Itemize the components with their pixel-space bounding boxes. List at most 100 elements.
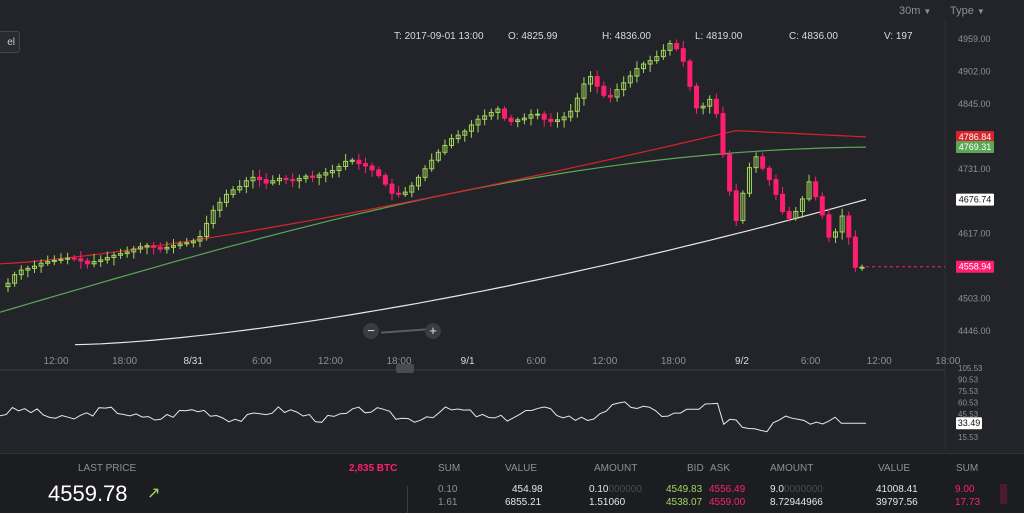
candle-body — [124, 251, 130, 255]
zoom-out-button[interactable]: − — [363, 323, 379, 339]
ohlc-low: L: 4819.00 — [695, 31, 743, 42]
left-panel-button[interactable]: el — [0, 31, 20, 53]
indicator-tick-label: 45.53 — [958, 410, 979, 419]
candle-body — [382, 175, 388, 185]
candle-body — [58, 258, 64, 261]
candle-body — [508, 117, 514, 123]
candle-body — [680, 48, 686, 62]
candle-body — [5, 282, 11, 288]
x-tick-label: 12:00 — [867, 356, 892, 367]
candle-body — [18, 269, 24, 276]
candle-body — [343, 160, 349, 168]
candle-body — [826, 214, 832, 238]
candle-body — [753, 156, 759, 169]
ohlc-close: C: 4836.00 — [789, 31, 838, 42]
candle-body — [793, 210, 799, 219]
price-chart[interactable]: 4959.00 4902.00 4845.00 4731.00 4617.00 4503.… — [0, 0, 1024, 453]
candle-body — [488, 111, 494, 117]
candle-body — [329, 169, 335, 174]
header-sum-left: SUM — [438, 463, 461, 474]
minus-icon: − — [367, 323, 375, 338]
candle-body — [31, 265, 37, 269]
candle-body — [521, 117, 527, 121]
candle-body — [171, 245, 177, 248]
left-panel-button-label: el — [7, 37, 15, 48]
candle-body — [568, 110, 574, 118]
price-badge-label: 4786.84 — [959, 132, 992, 142]
candle-body — [707, 98, 713, 107]
candle-body — [647, 60, 653, 65]
candle-body — [144, 245, 150, 248]
x-tick-label: 12:00 — [318, 356, 343, 367]
candle-body — [700, 105, 706, 109]
candle-body — [773, 179, 779, 195]
interval-label: 30m — [899, 5, 921, 17]
row-value-right: 41008.41 — [876, 484, 918, 495]
row-amount-right: 9.00000000 — [770, 484, 823, 495]
price-badge — [956, 140, 994, 153]
candle-body — [283, 177, 289, 181]
indicator-tick-label: 90.53 — [958, 376, 979, 385]
candle-body — [720, 113, 726, 156]
candle-body — [65, 257, 71, 260]
divider — [407, 486, 408, 513]
candle-body — [204, 222, 210, 238]
candle-body — [177, 243, 183, 247]
candle-body — [184, 242, 190, 245]
candle-body — [687, 60, 693, 87]
zoom-in-button[interactable]: + — [425, 323, 441, 339]
candle-body — [839, 215, 845, 233]
header-sum-right: SUM — [956, 463, 979, 474]
header-bid: BID — [687, 463, 704, 474]
candle-body — [528, 114, 534, 119]
candle-body — [515, 119, 521, 123]
row-ask: 4556.49 — [709, 484, 746, 495]
candle-body — [614, 89, 620, 98]
candle-body — [574, 97, 580, 112]
price-badge-label: 4676.74 — [959, 195, 992, 205]
candle-body — [230, 189, 236, 195]
x-tick-label: 6:00 — [801, 356, 821, 367]
candle-body — [131, 248, 137, 253]
candle-body — [263, 179, 269, 184]
ohlc-volume: V: 197 — [884, 31, 913, 42]
row-sum-right: 9.00 — [955, 484, 975, 495]
row-amount-left: 0.10000000 — [589, 484, 642, 495]
candle-body — [45, 261, 51, 264]
header-value-right: VALUE — [878, 463, 911, 474]
candle-body — [38, 262, 44, 267]
x-tick-label: 12:00 — [592, 356, 617, 367]
price-badge-label: 4558.94 — [959, 262, 992, 272]
indicator-tick-label: 75.53 — [958, 387, 979, 396]
candle-body — [601, 85, 607, 96]
depth-bar — [1000, 484, 1007, 504]
y-tick-label: 4503.00 — [958, 294, 991, 304]
candle-body — [541, 113, 547, 120]
candle-body — [118, 253, 124, 256]
ohlc-open: O: 4825.99 — [508, 31, 558, 42]
row-amount-right: 8.72944966 — [770, 497, 823, 508]
candle-body — [310, 175, 316, 178]
pane-resize-handle[interactable] — [396, 364, 414, 373]
interval-selector[interactable]: 30m ▼ — [899, 5, 931, 17]
candle-body — [84, 260, 90, 265]
header-amount-left: AMOUNT — [594, 463, 638, 474]
candle-body — [727, 154, 733, 192]
row-value-right: 39797.56 — [876, 497, 918, 508]
candle-body — [786, 210, 792, 219]
last-price-value: 4559.78 — [48, 481, 128, 506]
row-sum-right: 17.73 — [955, 497, 981, 508]
candle-body — [303, 175, 309, 179]
price-badge — [956, 260, 994, 273]
candle-body — [389, 183, 395, 194]
candle-body — [693, 85, 699, 109]
candle-body — [607, 94, 613, 98]
candle-body — [833, 231, 839, 238]
candle-body — [137, 246, 143, 250]
x-tick-label: 18:00 — [935, 356, 960, 367]
candle-body — [276, 177, 282, 182]
price-badge — [956, 193, 994, 206]
candle-body — [422, 168, 428, 178]
type-selector[interactable]: Type ▼ — [950, 5, 985, 17]
plus-icon: + — [429, 323, 437, 338]
